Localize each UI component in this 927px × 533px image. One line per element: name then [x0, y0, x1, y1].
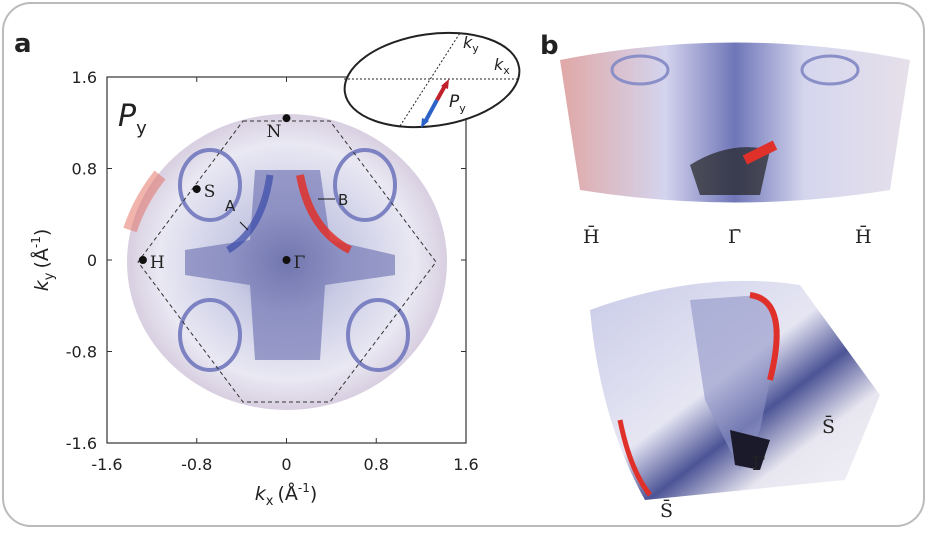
- yl-sup: -1: [29, 236, 43, 248]
- symmetry-label: S̄: [660, 499, 673, 522]
- symmetry-label: Γ̄: [728, 226, 741, 248]
- x-tick-label: 1.6: [453, 455, 478, 474]
- point-label: H: [150, 253, 165, 273]
- panel-label: b: [540, 31, 559, 61]
- y-tick-label: 1.6: [72, 68, 97, 87]
- symmetry-label: Γ̄: [752, 453, 765, 475]
- point: [193, 185, 201, 193]
- pol-sub: y: [136, 118, 147, 139]
- annotation: B: [338, 191, 348, 209]
- xl-sub: x: [266, 494, 274, 509]
- p-sub: y: [459, 102, 466, 115]
- x-tick-label: -0.8: [181, 455, 212, 474]
- annotation: A: [225, 197, 236, 215]
- symmetry-label: H̄: [583, 225, 600, 248]
- y-tick-label: -1.6: [66, 434, 97, 453]
- yl-unit: (Å: [30, 248, 53, 268]
- symmetry-label: S̄: [822, 415, 835, 438]
- panel-label: a: [14, 29, 32, 59]
- point-label: S: [204, 182, 216, 202]
- xl-close: ): [310, 483, 317, 505]
- point-label: Γ: [294, 253, 306, 273]
- x-tick-label: 0: [281, 455, 291, 474]
- xl-unit: (Å: [277, 482, 297, 505]
- cut-top: [560, 43, 910, 203]
- ky-sub: y: [472, 42, 479, 55]
- pol-main: P: [118, 99, 137, 134]
- y-tick-label: 0.8: [72, 160, 97, 179]
- y-tick-label: -0.8: [66, 343, 97, 362]
- point: [139, 256, 147, 264]
- point: [283, 114, 291, 122]
- figure: a -1.6-0.800.81.6-1.6-0.800.81.6 Py kx(Å…: [0, 0, 927, 529]
- x-tick-label: -1.6: [91, 455, 122, 474]
- symmetry-label: H̄: [855, 225, 872, 248]
- kx-sub: x: [503, 64, 510, 77]
- point: [283, 256, 291, 264]
- point-label: N: [267, 122, 282, 142]
- y-tick-label: 0: [87, 251, 97, 270]
- yl-close: ): [31, 229, 53, 236]
- yl-sub: y: [42, 272, 57, 280]
- xl-sup: -1: [298, 481, 310, 495]
- x-tick-label: 0.8: [364, 455, 389, 474]
